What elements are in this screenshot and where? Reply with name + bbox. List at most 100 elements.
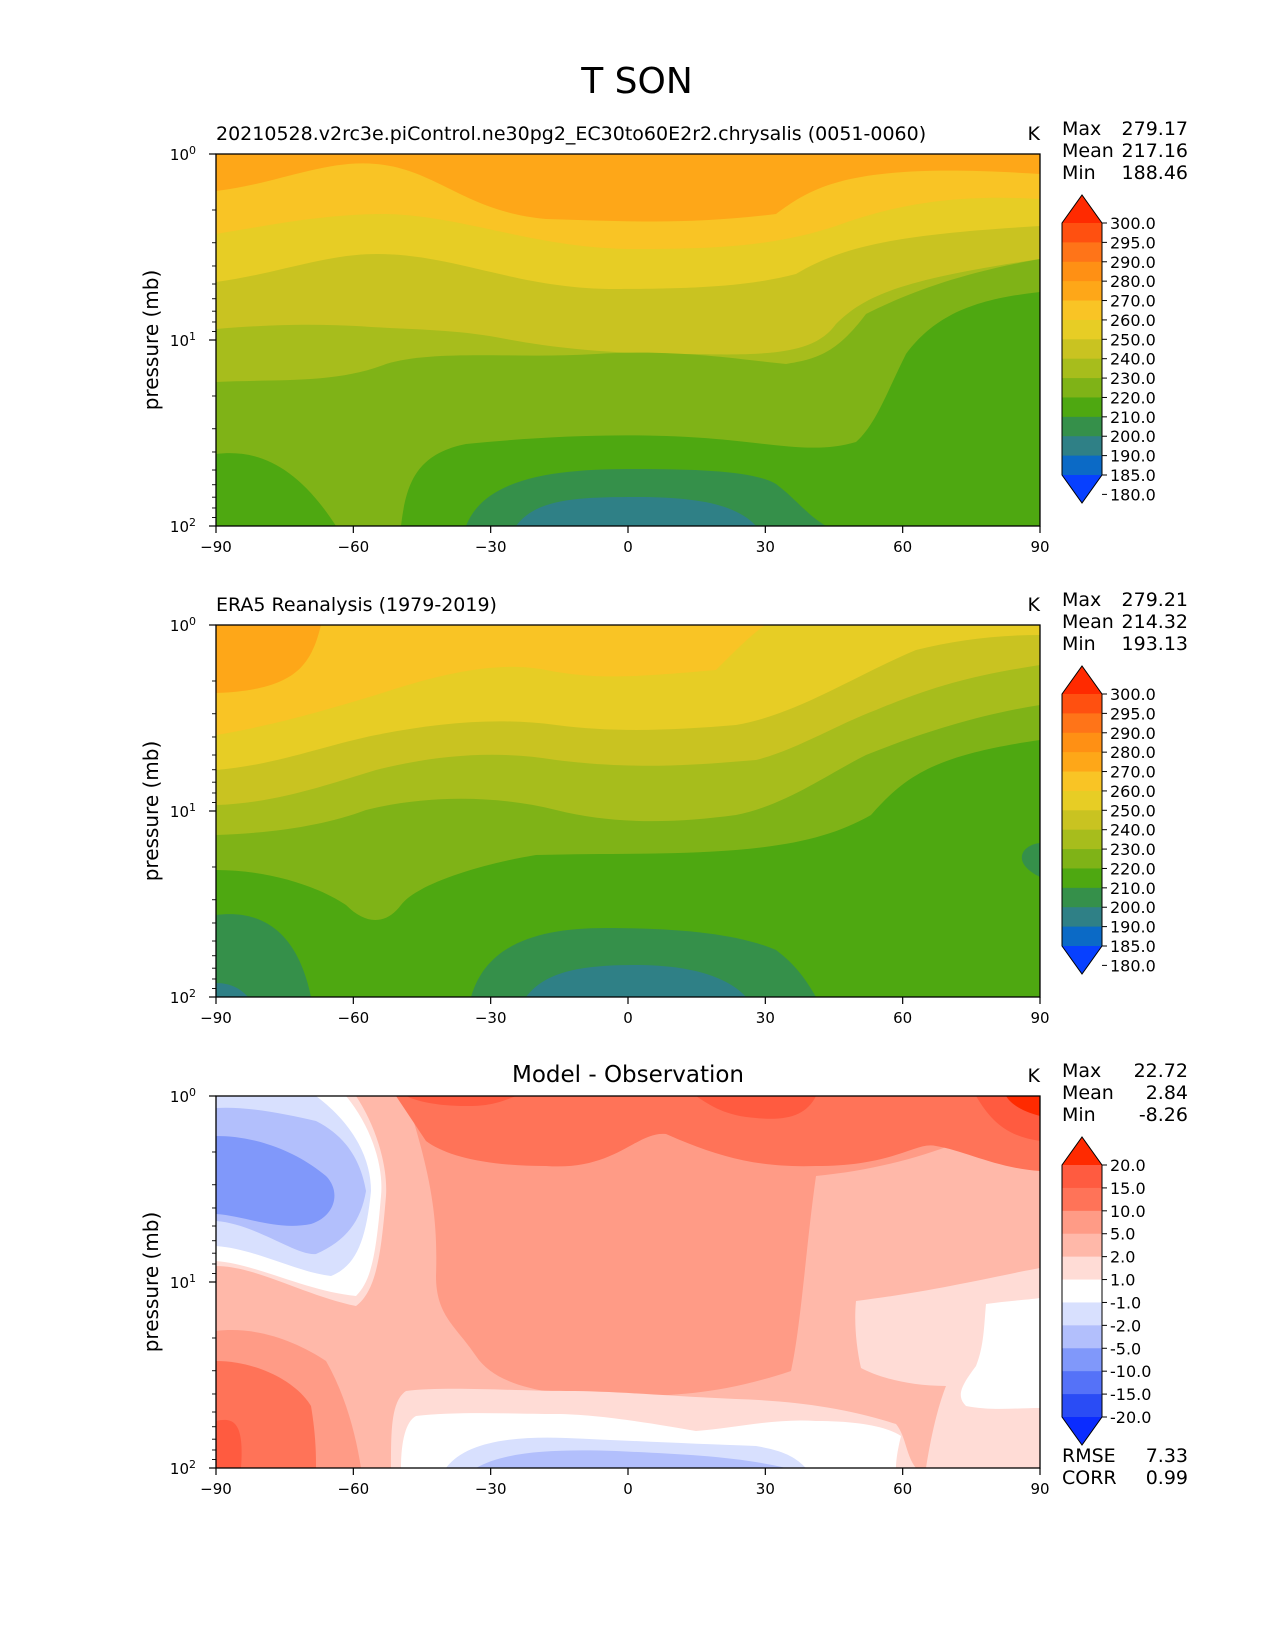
colorbar-label: 270.0: [1110, 763, 1156, 782]
colorbar-label: 300.0: [1110, 214, 1156, 233]
colorbar-swatch: [1062, 1371, 1102, 1395]
band-fill: [216, 914, 311, 997]
x-tick-label: 0: [623, 1480, 633, 1498]
colorbar-swatch: [1062, 1325, 1102, 1349]
colorbar-label: 15.0: [1110, 1179, 1146, 1198]
x-tick-label: −90: [200, 1009, 232, 1027]
y-tick-label: 100: [170, 144, 196, 164]
colorbar-label: 230.0: [1110, 840, 1156, 859]
x-tick: 60: [893, 1468, 912, 1498]
panel-reference-yaxis: 100 101 102: [170, 615, 216, 1007]
stat-value-mean: 2.84: [1146, 1082, 1188, 1104]
stat-value-min: 188.46: [1122, 162, 1188, 184]
x-tick-label: 90: [1030, 1009, 1049, 1027]
panel-diff-yaxis: 100 101 102: [170, 1086, 216, 1478]
colorbar-label: 290.0: [1110, 724, 1156, 743]
colorbar-swatch: [1062, 416, 1102, 437]
colorbar-swatch: [1062, 926, 1102, 947]
stat-label-min: Min: [1062, 162, 1096, 184]
panel-test-plot: 100 101 102 −90 −60 −30 0 30 60 90: [170, 144, 1050, 556]
stat-value-min: 193.13: [1122, 633, 1188, 655]
x-tick: 90: [1030, 526, 1050, 556]
colorbar-label: 290.0: [1110, 253, 1156, 272]
x-tick-label: 60: [893, 538, 912, 556]
colorbar-swatch: [1062, 281, 1102, 301]
colorbar-swatch: [1062, 223, 1102, 243]
panel-diff-units: K: [1028, 1065, 1041, 1087]
stat-label-max: Max: [1062, 589, 1101, 611]
colorbar-swatch: [1062, 1394, 1102, 1418]
stat-value-max: 279.17: [1122, 118, 1188, 140]
colorbar-extend-bottom: [1062, 1417, 1102, 1445]
x-tick-label: 0: [623, 1009, 633, 1027]
figure-title: T SON: [580, 61, 693, 102]
y-tick-label: 101: [170, 1272, 196, 1292]
x-tick-label: −30: [475, 1480, 507, 1498]
band-fill: [476, 1450, 786, 1468]
panel-diff-contours: [216, 1096, 1040, 1468]
panel-reference-plot: 100 101 102 −90 −60 −30 0 30 60 90: [170, 615, 1050, 1027]
stat-label-mean: Mean: [1062, 140, 1114, 162]
panel-diff-plot: 100 101 102 −90 −60 −30 0 30 60 90: [170, 1086, 1050, 1498]
panel-test-units: K: [1028, 123, 1041, 145]
colorbar-label: 190.0: [1110, 918, 1156, 937]
colorbar-label: 270.0: [1110, 292, 1156, 311]
panel-diff-colorbar: 20.0 15.0 10.0 5.0 2.0 1.0 -1.0 -2.0 -5.0 -10.0 -1…: [1061, 1136, 1151, 1446]
x-tick: 90: [1030, 1468, 1050, 1498]
stat-label-rmse: RMSE: [1062, 1445, 1116, 1467]
y-tick-label: 101: [170, 801, 196, 821]
band-fill: [396, 1096, 1040, 1171]
band-fill: [216, 292, 1040, 526]
colorbar-swatch: [1062, 339, 1102, 360]
colorbar-swatch: [1062, 242, 1102, 263]
x-tick: −30: [475, 997, 506, 1027]
panel-reference-colorbar: 300.0295.0290.0280.0270.0260.0250.0240.0…: [1061, 665, 1156, 975]
colorbar-label: 180.0: [1110, 956, 1156, 975]
colorbar-swatch: [1062, 887, 1102, 908]
panel-reference-title: ERA5 Reanalysis (1979-2019): [216, 594, 497, 616]
colorbar-label: 220.0: [1110, 859, 1156, 878]
colorbar-label: 200.0: [1110, 898, 1156, 917]
x-tick: 0: [623, 1468, 633, 1498]
y-tick-label: 102: [170, 516, 196, 536]
colorbar-swatch: [1062, 868, 1102, 889]
x-tick-label: 0: [623, 538, 633, 556]
colorbar-swatch: [1062, 790, 1102, 811]
stat-value-max: 279.21: [1122, 589, 1188, 611]
colorbar-swatch: [1062, 455, 1102, 476]
stat-label-corr: CORR: [1062, 1467, 1117, 1489]
colorbar-extend-top: [1062, 1137, 1102, 1165]
x-tick: 60: [893, 997, 912, 1027]
band-fill: [406, 1096, 516, 1106]
colorbar-label: -2.0: [1110, 1316, 1141, 1335]
y-minor-ticks: [212, 1151, 216, 1460]
x-tick: −30: [475, 526, 506, 556]
colorbar-label: 295.0: [1110, 704, 1156, 723]
x-tick: −60: [338, 997, 369, 1027]
y-tick-label: 102: [170, 1458, 196, 1478]
x-tick-label: −60: [338, 538, 370, 556]
colorbar-label: 200.0: [1110, 427, 1156, 446]
colorbar-label: -1.0: [1110, 1293, 1141, 1312]
colorbar-swatch: [1062, 732, 1102, 753]
colorbar-swatch: [1062, 261, 1102, 282]
panel-reference-xaxis: −90 −60 −30 0 30 60 90: [200, 997, 1050, 1027]
band-fill: [696, 1096, 816, 1119]
colorbar-label: 20.0: [1110, 1156, 1146, 1175]
colorbar-label: 5.0: [1110, 1225, 1135, 1244]
colorbar-swatch: [1062, 1302, 1102, 1326]
colorbar-label: 260.0: [1110, 311, 1156, 330]
x-tick: 0: [623, 997, 633, 1027]
colorbar-swatch: [1062, 694, 1102, 714]
stat-value-mean: 214.32: [1122, 611, 1188, 633]
colorbar-swatch: [1062, 300, 1102, 321]
stat-label-mean: Mean: [1062, 611, 1114, 633]
colorbar-label: 210.0: [1110, 879, 1156, 898]
x-tick: −90: [200, 526, 232, 556]
colorbar-label: 190.0: [1110, 447, 1156, 466]
colorbar-label: 185.0: [1110, 937, 1156, 956]
colorbar-swatch: [1062, 397, 1102, 418]
stat-label-min: Min: [1062, 633, 1096, 655]
x-tick: 30: [756, 997, 775, 1027]
x-tick-label: 30: [756, 1480, 775, 1498]
